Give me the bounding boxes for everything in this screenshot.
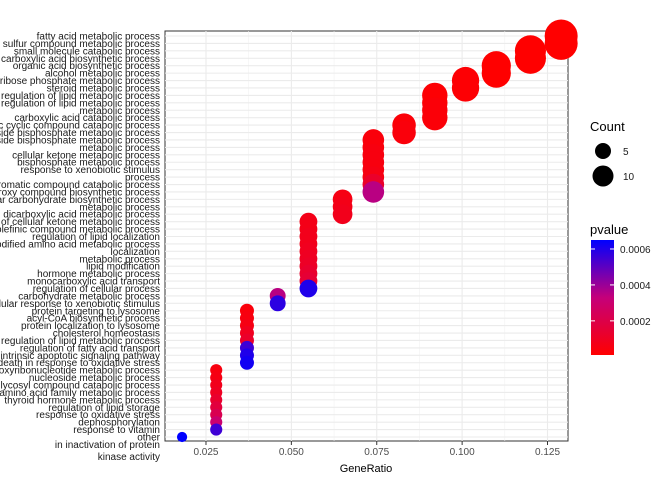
y-tick-label: dephosphorylation (78, 418, 160, 429)
y-tick-label: alcohol metabolic process (45, 69, 160, 80)
y-tick-label: regulation of cellular process (33, 284, 160, 295)
y-tick-label: carbohydrate metabolic process (18, 291, 160, 302)
y-tick-label: intrinsic apoptotic signaling pathway (0, 351, 160, 362)
y-tick-label: response to xenobiotic stimulus (20, 165, 160, 176)
x-tick-label: 0.050 (279, 447, 304, 458)
color-legend-ticks: 0.0006 0.0004 0.0002 (591, 245, 651, 328)
y-tick-label: deoxyribonucleotide metabolic process (0, 366, 160, 377)
y-tick-label: nucleoside bisphosphate metabolic proces… (0, 128, 160, 139)
y-tick-label: cellular modified amino acid metabolic p… (0, 239, 160, 250)
color-tick-label: 0.0006 (620, 245, 651, 256)
y-tick-label: aromatic compound catabolic process (0, 180, 160, 191)
y-tick-label: cell death in response to oxidative stre… (0, 358, 160, 369)
size-legend: Count 5 10 (590, 119, 635, 187)
y-tick-label: regulation of fatty acid transport (20, 343, 160, 354)
y-tick-label: response to oxidative stress (36, 410, 160, 421)
x-axis-title: GeneRatio (340, 463, 393, 475)
color-legend-title: pvalue (590, 222, 628, 237)
y-tick-label: dicarboxylic acid metabolic process (3, 210, 160, 221)
y-tick-label: bisphosphate metabolic process (17, 158, 160, 169)
color-legend: pvalue 0.0006 0.0004 0.0002 (590, 222, 651, 355)
size-legend-dot-large (592, 165, 614, 187)
data-point (362, 181, 385, 203)
data-point (210, 423, 223, 436)
y-tick-label: lipid modification (86, 262, 160, 273)
y-tick-label: small molecule catabolic process (14, 46, 160, 57)
x-tick-label: 0.125 (535, 447, 560, 458)
y-tick-label: protein targeting to lysosome (32, 306, 161, 317)
color-tick-label: 0.0002 (620, 317, 651, 328)
y-tick-label: hormone metabolic process (37, 269, 160, 280)
data-point (422, 104, 448, 131)
y-tick-label: process (125, 173, 160, 184)
y-tick-label: organic hydroxy compound biosynthetic pr… (0, 187, 160, 198)
x-tick-label: 0.075 (364, 447, 389, 458)
y-tick-label: carboxylic acid biosynthetic process (1, 54, 160, 65)
y-tick-label: metabolic process (79, 106, 160, 117)
y-tick-label: glycosyl compound catabolic process (0, 381, 160, 392)
y-tick-label-continued: in inactivation of protein (55, 440, 160, 451)
size-legend-dot-small (595, 143, 611, 159)
y-tick-label: response to vitamin (73, 425, 160, 436)
y-tick-label: metabolic process (79, 202, 160, 213)
y-tick-label: regulation of lipid metabolic process (1, 98, 160, 109)
data-point (451, 74, 480, 102)
y-tick-label: regulation of lipid localization (32, 232, 160, 243)
data-point (544, 26, 578, 60)
data-point (176, 431, 188, 443)
color-legend-bar (591, 240, 614, 355)
y-tick-label: steroid metabolic process (47, 83, 160, 94)
data-point (239, 355, 254, 370)
y-tick-label-continued: kinase activity (98, 452, 160, 463)
y-tick-label: protein localization to lysosome (21, 321, 160, 332)
data-point (481, 58, 511, 88)
x-axis-ticks: 0.025 0.050 0.075 0.100 0.125 (193, 441, 560, 458)
size-legend-label-large: 10 (623, 172, 635, 183)
size-legend-title: Count (590, 119, 625, 134)
y-tick-label: fatty acid metabolic process (37, 32, 160, 43)
y-tick-label: cellular ketone metabolic process (12, 150, 160, 161)
y-tick-label: negative regulation of lipid metabolic p… (0, 336, 160, 347)
y-tick-label: cholesterol homeostasis (53, 329, 160, 340)
y-tick-label: carboxylic acid catabolic process (14, 113, 160, 124)
x-tick-label: 0.025 (193, 447, 218, 458)
y-tick-label: ribonucleoside bisphosphate metabolic pr… (0, 135, 160, 146)
y-tick-label: regulation of lipid storage (48, 403, 160, 414)
y-tick-label: cellular carbohydrate biosynthetic proce… (0, 195, 160, 206)
y-tick-label: acyl-CoA biosynthetic process (27, 314, 160, 325)
data-point (332, 204, 353, 225)
y-tick-label: thyroid hormone metabolic process (4, 395, 160, 406)
y-tick-label: monocarboxylic acid transport (27, 277, 160, 288)
y-tick-label: regulation of cellular ketone metabolic … (0, 217, 160, 228)
y-tick-label: aromatic amino acid family metabolic pro… (0, 388, 160, 399)
y-tick-label: metabolic process (79, 254, 160, 265)
y-tick-label: organic cyclic compound catabolic proces… (0, 121, 160, 132)
y-tick-label: nucleoside metabolic process (29, 373, 160, 384)
y-tick-label: metabolic process (79, 143, 160, 154)
grid-lines (165, 31, 568, 441)
y-tick-label: sulfur compound metabolic process (3, 39, 160, 50)
y-tick-label: organic acid biosynthetic process (13, 61, 160, 72)
y-tick-label: regulation of lipid metabolic process (1, 91, 160, 102)
y-tick-label: other (137, 433, 160, 444)
size-legend-label-small: 5 (623, 147, 629, 158)
y-tick-label: localization (111, 247, 160, 258)
data-point (269, 295, 286, 312)
y-tick-label: olefinic compound metabolic process (0, 225, 160, 236)
y-tick-label: ribose phosphate metabolic process (0, 76, 160, 87)
data-point (514, 42, 546, 74)
color-tick-label: 0.0004 (620, 281, 651, 292)
data-point (392, 120, 416, 145)
data-points (176, 19, 578, 443)
x-tick-label: 0.100 (450, 447, 475, 458)
y-tick-label: cellular response to xenobiotic stimulus (0, 299, 160, 310)
data-point (299, 279, 318, 298)
